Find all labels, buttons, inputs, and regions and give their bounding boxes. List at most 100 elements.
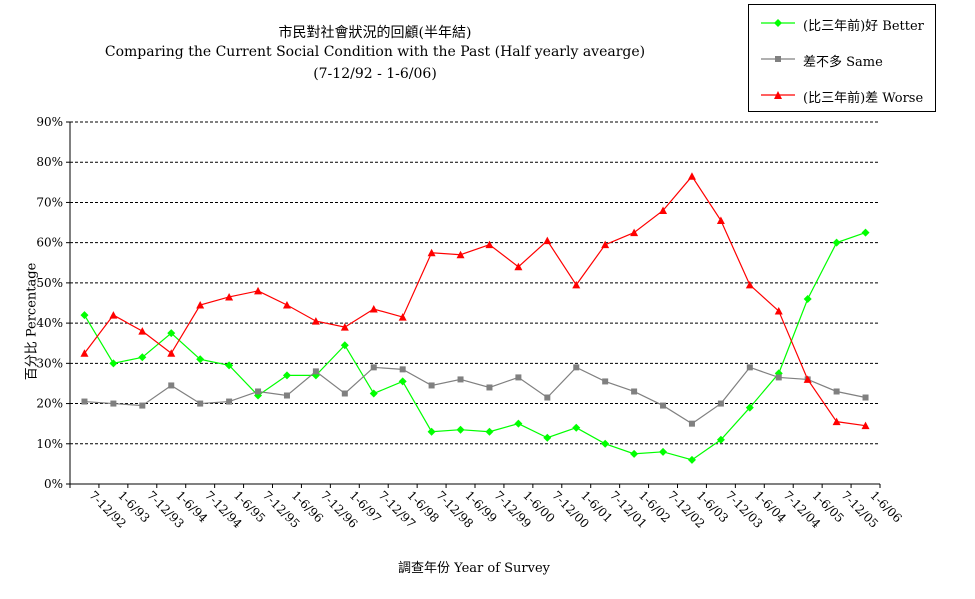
chart-period: (7-12/92 - 1-6/06) bbox=[313, 66, 437, 82]
data-point bbox=[631, 388, 638, 395]
data-point bbox=[282, 301, 291, 309]
series-group bbox=[80, 172, 870, 464]
data-point bbox=[716, 435, 725, 444]
data-point bbox=[543, 236, 552, 245]
data-point bbox=[601, 240, 610, 249]
data-point bbox=[745, 280, 754, 289]
data-point bbox=[80, 311, 89, 320]
series-same bbox=[81, 364, 869, 427]
data-point bbox=[196, 355, 205, 364]
legend-marker-better bbox=[761, 19, 795, 27]
data-point bbox=[428, 382, 435, 389]
y-tick-label: 90% bbox=[36, 115, 63, 129]
y-tick-label: 50% bbox=[36, 276, 63, 290]
legend-item-better: (比三年前)好 Better bbox=[759, 13, 935, 34]
data-point bbox=[254, 286, 263, 295]
data-point bbox=[660, 402, 667, 409]
data-point bbox=[486, 384, 493, 391]
legend-item-worse: (比三年前)差 Worse bbox=[759, 85, 935, 106]
chart-subtitle: Comparing the Current Social Condition w… bbox=[104, 44, 646, 60]
data-point bbox=[109, 359, 118, 368]
data-point bbox=[572, 423, 581, 432]
data-point bbox=[544, 394, 551, 401]
y-tick-label: 30% bbox=[36, 356, 63, 370]
data-point bbox=[687, 455, 696, 464]
y-tick-label: 60% bbox=[36, 236, 63, 250]
data-point bbox=[602, 378, 609, 385]
x-tick-labels: 7-12/921-6/937-12/931-6/947-12/941-6/957… bbox=[86, 488, 904, 531]
series-line bbox=[84, 366, 866, 425]
data-point bbox=[340, 323, 349, 331]
data-point bbox=[688, 420, 695, 427]
data-point bbox=[803, 375, 812, 383]
data-point bbox=[398, 313, 407, 321]
data-point bbox=[716, 216, 725, 225]
data-point bbox=[138, 327, 147, 335]
data-point bbox=[80, 349, 89, 357]
x-axis-title: 調查年份 Year of Survey bbox=[398, 561, 551, 576]
data-point bbox=[745, 403, 754, 412]
data-point bbox=[630, 449, 639, 458]
data-point bbox=[312, 368, 319, 375]
data-point bbox=[775, 374, 782, 381]
legend-marker-same bbox=[761, 56, 795, 62]
y-tick-label: 40% bbox=[36, 316, 63, 330]
data-point bbox=[81, 398, 88, 405]
data-point bbox=[226, 398, 233, 405]
data-point bbox=[572, 280, 581, 289]
data-point bbox=[861, 421, 870, 430]
data-point bbox=[833, 388, 840, 395]
legend: (比三年前)好 Better 差不多 Same (比三年前)差 Worse bbox=[748, 4, 936, 112]
data-point bbox=[370, 364, 377, 371]
legend-label-worse: (比三年前)差 Worse bbox=[803, 91, 924, 106]
y-tick-label: 20% bbox=[36, 397, 63, 411]
data-point bbox=[456, 250, 465, 259]
data-point bbox=[110, 400, 117, 407]
data-point bbox=[399, 366, 406, 373]
axes bbox=[66, 121, 881, 488]
legend-label-same: 差不多 Same bbox=[803, 55, 883, 70]
series-line bbox=[83, 232, 866, 461]
data-point bbox=[369, 389, 378, 398]
data-point bbox=[311, 317, 320, 325]
data-point bbox=[861, 228, 870, 237]
legend-item-same: 差不多 Same bbox=[759, 49, 935, 70]
data-point bbox=[139, 402, 146, 409]
data-point bbox=[255, 388, 262, 395]
data-point bbox=[515, 374, 522, 381]
data-point bbox=[803, 294, 812, 303]
data-point bbox=[168, 382, 175, 389]
data-point bbox=[282, 371, 291, 380]
series-line bbox=[83, 175, 866, 427]
data-point bbox=[630, 228, 639, 237]
data-point bbox=[659, 447, 668, 456]
y-tick-label: 0% bbox=[44, 477, 63, 491]
series-better bbox=[80, 228, 870, 464]
data-point bbox=[543, 433, 552, 442]
data-point bbox=[427, 427, 436, 436]
data-point bbox=[457, 376, 464, 383]
chart-title: 市民對社會狀況的回顧(半年結) bbox=[278, 25, 472, 41]
data-point bbox=[717, 400, 724, 407]
data-point bbox=[746, 364, 753, 371]
data-point bbox=[514, 262, 523, 271]
data-point bbox=[774, 307, 783, 315]
series-worse bbox=[80, 172, 870, 430]
data-point bbox=[398, 377, 407, 386]
data-point bbox=[601, 439, 610, 448]
data-point bbox=[485, 427, 494, 436]
data-point bbox=[167, 349, 176, 357]
data-point bbox=[456, 425, 465, 434]
legend-label-better: (比三年前)好 Better bbox=[803, 19, 924, 34]
data-point bbox=[283, 392, 290, 399]
data-point bbox=[485, 240, 494, 249]
y-tick-labels: 0% 10% 20% 30% 40% 50% 60% 70% 80% 90% bbox=[36, 115, 63, 491]
y-tick-label: 80% bbox=[36, 155, 63, 169]
data-point bbox=[687, 172, 696, 180]
data-point bbox=[196, 301, 205, 309]
y-axis-title: 百分比 Percentage bbox=[24, 262, 40, 381]
data-point bbox=[138, 353, 147, 362]
data-point bbox=[832, 238, 841, 247]
data-point bbox=[225, 361, 234, 370]
